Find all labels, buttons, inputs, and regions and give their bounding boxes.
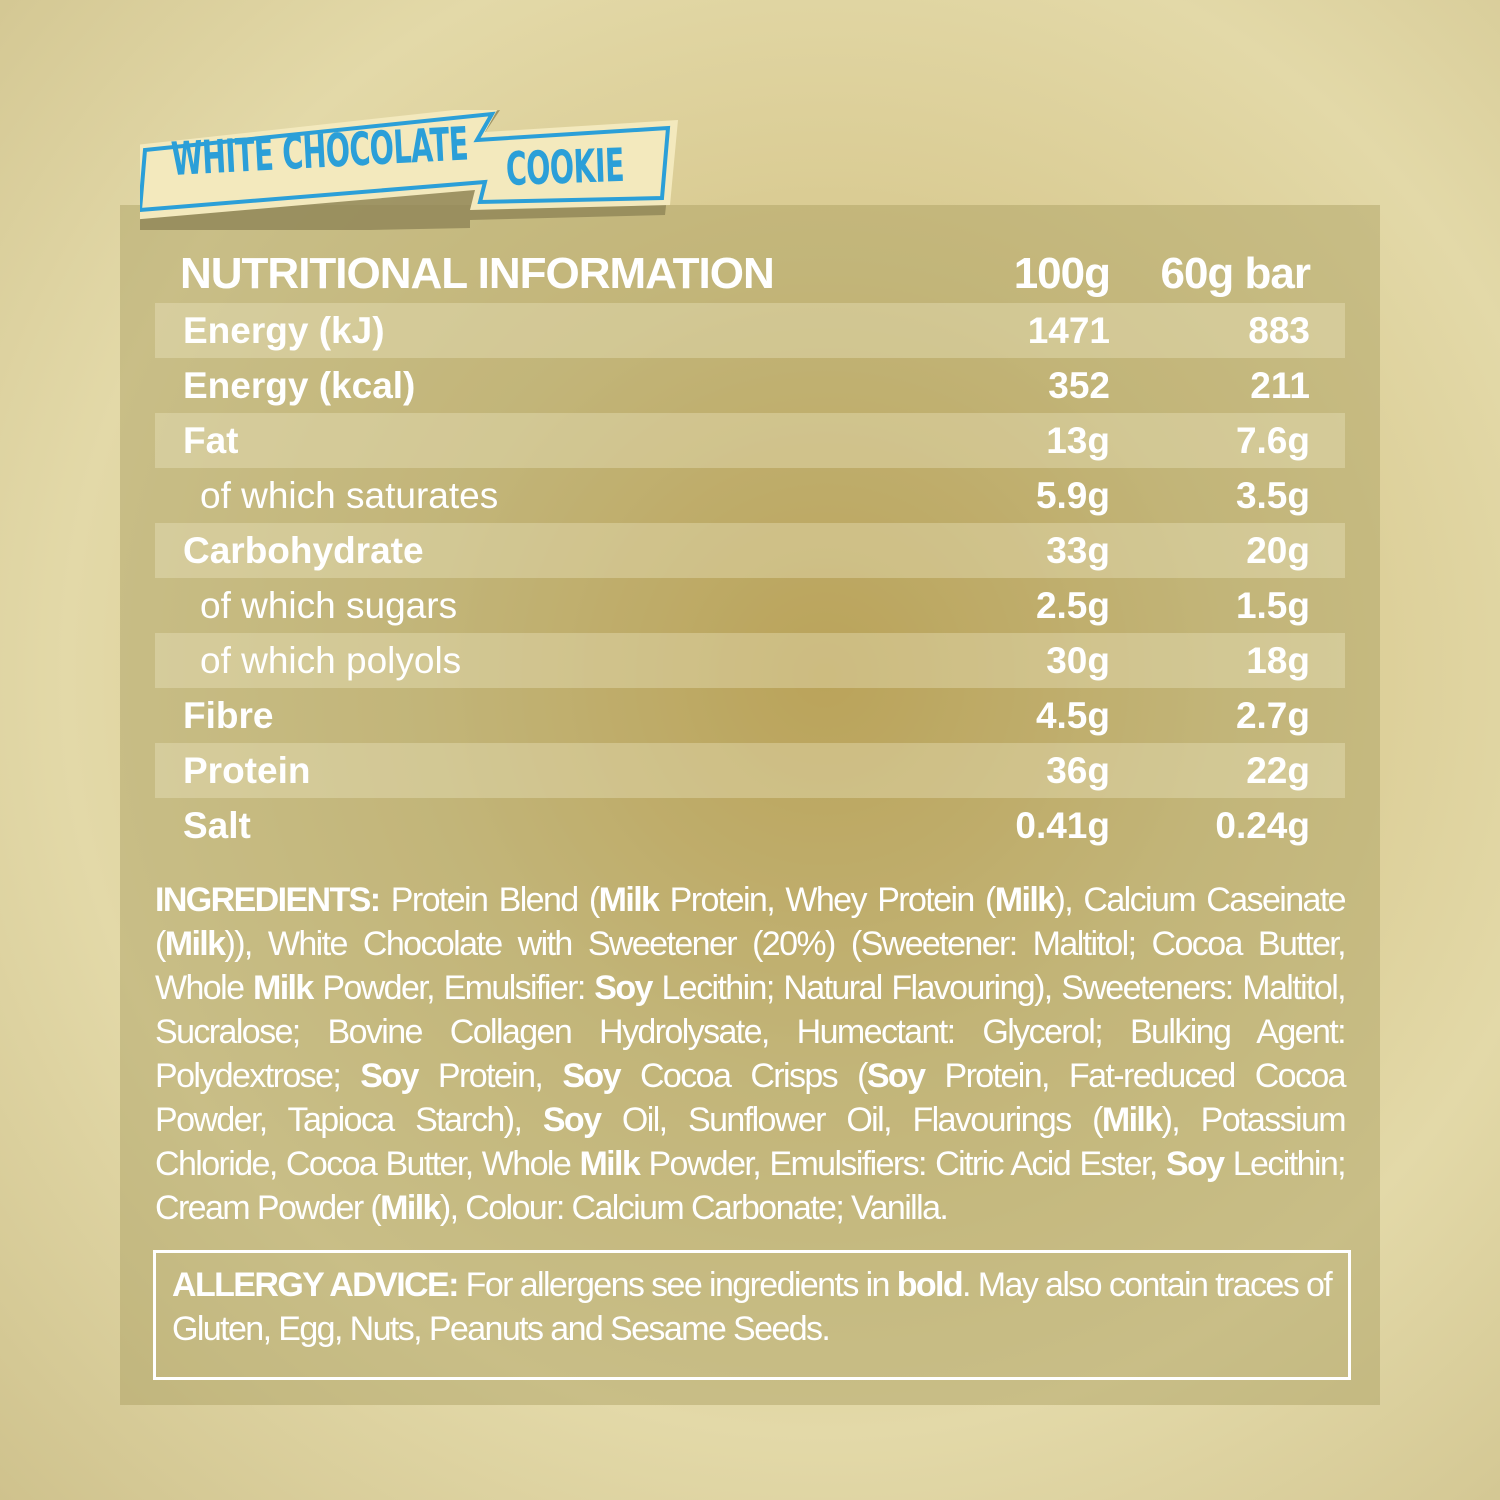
nutrient-label: of which sugars [200,584,458,626]
nutrient-label: of which saturates [200,474,499,516]
bold-segment: Milk [1101,1101,1163,1139]
text-segment: Cocoa Crisps ( [619,1057,868,1095]
bold-segment: Milk [598,881,660,919]
allergy-advice-box: ALLERGY ADVICE: For allergens see ingred… [153,1250,1351,1380]
table-row: Protein 36g 22g [155,743,1345,798]
text-segment: )), White Chocolate with Sweetener (20%)… [155,925,1347,1007]
value-per-bar: 0.24g [1215,804,1310,846]
value-per-bar: 3.5g [1235,474,1310,516]
bold-segment: Soy [562,1057,621,1095]
table-header: NUTRITIONAL INFORMATION 100g 60g bar [155,245,1345,303]
bold-segment: Milk [994,881,1056,919]
table-row: of which polyols 30g 18g [155,633,1345,688]
value-100g: 4.5g [1035,694,1110,736]
text-segment: Protein Blend ( [379,881,600,919]
text-segment: Protein, Whey Protein ( [658,881,997,919]
value-100g: 1471 [910,303,1110,358]
bold-segment: Soy [542,1101,602,1139]
bold-segment: Milk [579,1145,640,1183]
text-segment: ), Potassium Chloride, Cocoa Butter, Who… [155,1101,1347,1183]
label-panel [120,205,1380,1405]
value-per-bar: 883 [1110,303,1345,358]
value-100g: 0.41g [1015,804,1110,846]
value-per-bar: 211 [1250,364,1310,406]
bold-segment: Milk [164,925,226,963]
nutrient-label: Protein [155,743,910,798]
text-segment: Protein, [417,1057,563,1095]
table-row: Fibre 4.5g 2.7g [155,688,1345,743]
value-100g: 2.5g [1035,584,1110,626]
bold-segment: Soy [1165,1145,1225,1183]
table-row: Fat 13g 7.6g [155,413,1345,468]
nutrient-label: Fibre [183,694,274,736]
banner-shape [140,110,678,230]
value-per-bar: 18g [1110,633,1345,688]
nutrient-label: Fat [155,413,910,468]
text-segment: Protein, Fat-reduced Cocoa Powder, Tapio… [155,1057,1347,1139]
text-segment: Powder, Emulsifier: [312,969,595,1007]
value-100g: 13g [910,413,1110,468]
banner-line2: COOKIE [505,137,625,196]
bold-segment: Milk [252,969,314,1007]
nutrient-label: Salt [183,804,251,846]
text-segment: Oil, Sunflower Oil, Flavourings ( [600,1101,1104,1139]
table-row: Salt 0.41g 0.24g [155,798,1345,853]
bold-segment: ALLERGY ADVICE: [172,1266,459,1304]
bold-segment: Soy [360,1057,419,1095]
bold-segment: Soy [866,1057,926,1095]
text-segment: Lecithin; Cream Powder ( [155,1145,1347,1227]
table-row: Energy (kJ) 1471 883 [155,303,1345,358]
bold-segment: Soy [594,969,653,1007]
bold-segment: INGREDIENTS: [155,881,381,919]
value-100g: 30g [910,633,1110,688]
nutrient-label: Carbohydrate [155,523,910,578]
nutrition-table: NUTRITIONAL INFORMATION 100g 60g bar Ene… [155,245,1345,853]
bold-segment: Milk [380,1189,441,1227]
table-row: Carbohydrate 33g 20g [155,523,1345,578]
col-100g-header: 100g [1013,249,1111,298]
text-segment: ), Colour: Calcium Carbonate; Vanilla. [439,1189,949,1227]
value-per-bar: 22g [1110,743,1345,798]
nutrient-label: of which polyols [155,633,910,688]
text-segment: ), Calcium Caseinate ( [155,881,1347,963]
value-per-bar: 1.5g [1235,584,1310,626]
flavour-banner: WHITE CHOCOLATE COOKIE [140,110,678,230]
col-bar-header: 60g bar [1160,249,1311,298]
text-segment: Powder, Emulsifiers: Citric Acid Ester, [639,1145,1166,1183]
value-100g: 5.9g [1035,474,1110,516]
value-100g: 352 [1048,364,1110,406]
nutrient-label: Energy (kJ) [155,303,910,358]
value-per-bar: 2.7g [1235,694,1310,736]
text-segment: . May also contain traces of Gluten, Egg… [172,1266,1333,1348]
table-row: Energy (kcal) 352 211 [155,358,1345,413]
nutrient-label: Energy (kcal) [183,364,416,406]
table-row: of which saturates 5.9g 3.5g [155,468,1345,523]
value-per-bar: 7.6g [1110,413,1345,468]
value-100g: 33g [910,523,1110,578]
value-100g: 36g [910,743,1110,798]
table-title: NUTRITIONAL INFORMATION [180,249,775,298]
table-row: of which sugars 2.5g 1.5g [155,578,1345,633]
value-per-bar: 20g [1110,523,1345,578]
ingredients-text: INGREDIENTS: Protein Blend (Milk Protein… [155,878,1347,1230]
text-segment: For allergens see ingredients in [457,1266,897,1304]
text-segment: Lecithin; Natural Flavouring), Sweetener… [155,969,1347,1095]
bold-segment: bold [896,1266,964,1304]
